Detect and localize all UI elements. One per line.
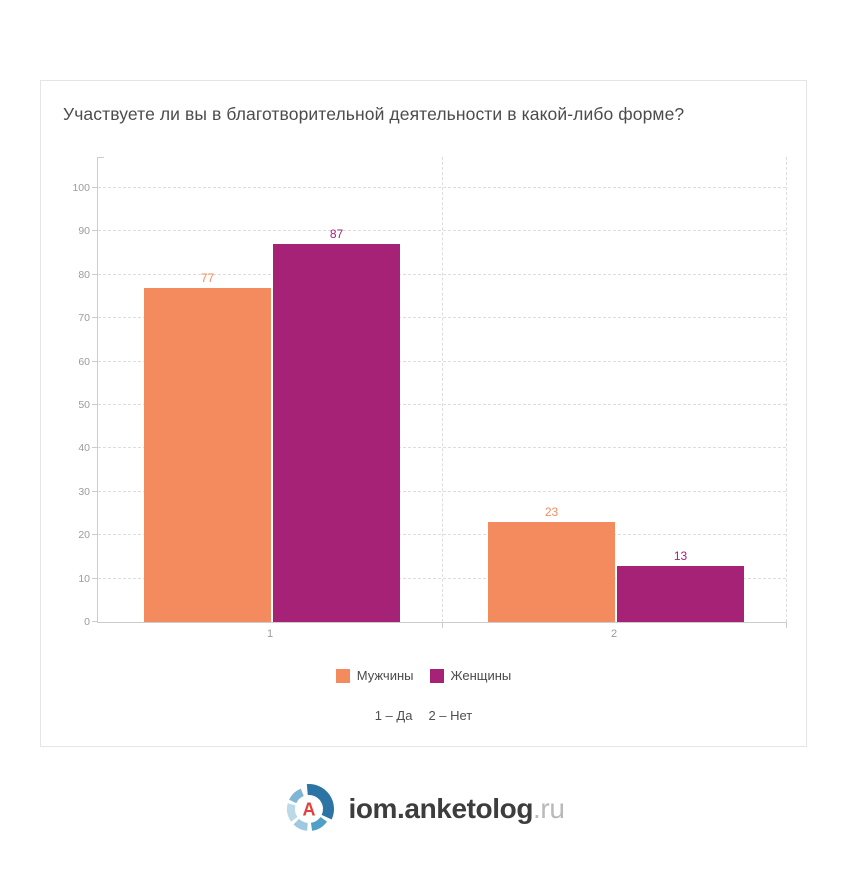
y-axis-tick <box>92 490 98 492</box>
y-axis-tick <box>92 577 98 579</box>
y-tick-label: 60 <box>78 355 90 368</box>
logo-arc-light <box>293 818 309 831</box>
answer-key-item: 1 – Да <box>374 708 413 723</box>
bar[interactable] <box>144 287 271 622</box>
y-tick-label: 30 <box>78 485 90 498</box>
answer-key-item: 2 – Нет <box>428 708 473 723</box>
y-axis-tick <box>92 360 98 362</box>
gridline-vertical <box>442 157 443 622</box>
logo-arc-pale <box>287 803 299 822</box>
y-tick-label: 10 <box>78 572 90 585</box>
brand-footer[interactable]: A iom.anketolog.ru <box>0 781 848 837</box>
y-axis-tick <box>92 404 98 405</box>
y-axis-tick <box>92 621 98 622</box>
logo-arc-mid <box>311 816 328 831</box>
bar-value-label: 77 <box>200 270 215 285</box>
x-tick-label: 2 <box>610 628 618 640</box>
brand-tld: .ru <box>533 793 565 824</box>
y-tick-label: 70 <box>78 312 90 325</box>
chart-title: Участвуете ли вы в благотворительной дея… <box>63 104 685 124</box>
bar-value-label: 13 <box>673 548 688 563</box>
bar[interactable] <box>273 244 400 622</box>
y-tick-label: 20 <box>78 529 90 542</box>
logo-center-circle <box>295 795 323 823</box>
anketolog-logo-icon: A <box>287 784 335 831</box>
logo-arc-dark <box>307 784 335 820</box>
legend-item[interactable]: Мужчины <box>335 668 414 683</box>
y-tick-label: 100 <box>72 182 90 194</box>
logo-arc-midlight <box>289 788 305 804</box>
x-axis-tick <box>786 622 787 628</box>
y-tick-label: 40 <box>78 442 90 455</box>
brand-name: iom.anketolog <box>348 793 534 824</box>
answer-key: 1 – Да 2 – Нет <box>41 708 806 723</box>
y-axis-cap <box>98 157 104 158</box>
bar-value-label: 23 <box>544 505 559 520</box>
chart-card: Участвуете ли вы в благотворительной дея… <box>40 80 807 747</box>
legend-label: Мужчины <box>356 668 414 683</box>
legend-label: Женщины <box>450 668 512 683</box>
y-axis-tick <box>92 187 98 188</box>
y-axis-tick <box>92 230 98 232</box>
brand-wordmark: iom.anketolog.ru <box>348 795 564 823</box>
y-tick-label: 50 <box>78 399 90 411</box>
y-tick-label: 80 <box>78 268 90 281</box>
y-axis-tick <box>92 317 98 319</box>
y-axis-tick <box>92 447 98 449</box>
logo-letter: A <box>303 799 316 819</box>
x-tick-label: 1 <box>266 628 274 640</box>
plot-area: 0 10 20 30 40 50 60 70 80 90 100 1 77 87 2 23 13 <box>72 157 787 640</box>
bar[interactable] <box>617 565 744 622</box>
y-axis-tick <box>92 273 98 275</box>
legend-swatch <box>335 668 350 683</box>
x-axis-tick <box>442 622 443 628</box>
y-tick-label: 0 <box>84 616 90 628</box>
gridline-vertical <box>786 157 787 622</box>
bar[interactable] <box>488 522 615 622</box>
bar-value-label: 87 <box>329 227 344 242</box>
legend-item[interactable]: Женщины <box>429 668 512 683</box>
y-axis-tick <box>92 534 98 536</box>
y-tick-label: 90 <box>78 225 90 238</box>
legend: Мужчины Женщины <box>41 668 806 683</box>
legend-swatch <box>429 668 444 683</box>
